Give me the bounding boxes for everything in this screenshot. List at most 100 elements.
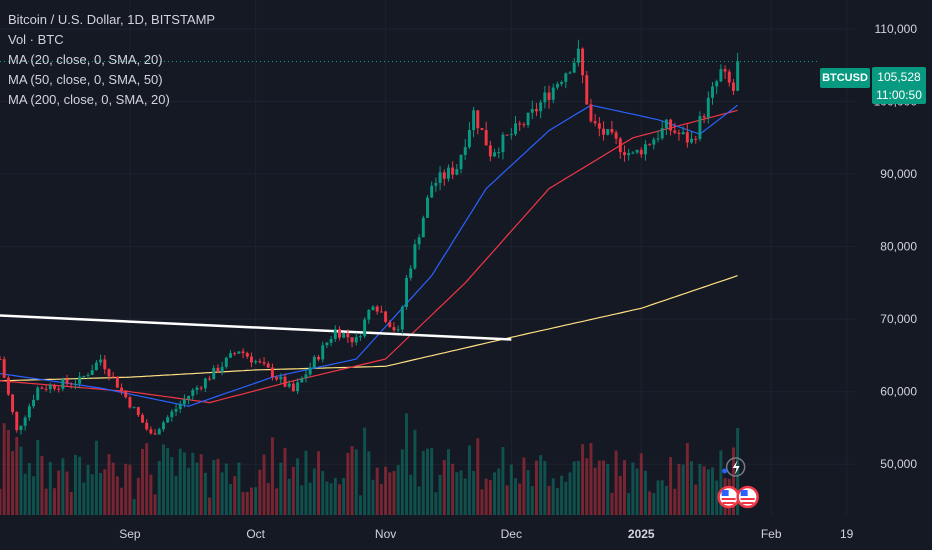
candle-body [233,353,237,355]
volume-bar [153,494,157,515]
candle-body [329,338,333,343]
candle-body [472,110,476,131]
volume-bar [229,484,232,515]
y-tick-label: 80,000 [880,240,917,254]
vol-label[interactable]: Vol · BTC [8,32,64,47]
candle-body [597,123,601,129]
volume-bar [585,458,589,515]
volume-bar [363,427,367,515]
candle-body [493,152,497,157]
candle-body [338,329,341,338]
candle-body [463,147,467,156]
candle-body [254,361,258,363]
ma200-label[interactable]: MA (200, close, 0, SMA, 20) [8,92,170,107]
candle-body [639,149,643,155]
last-price: 105,528 [877,70,921,84]
candle-body [32,399,35,407]
volume-bar [664,485,668,515]
candle-body [78,376,82,384]
volume-bar [283,447,287,515]
chart-title[interactable]: Bitcoin / U.S. Dollar, 1D, BITSTAMP [8,12,216,27]
volume-bar [275,488,279,515]
candle-body [455,169,459,175]
volume-bar [166,448,170,515]
candle-body [216,367,220,372]
volume-bar [304,450,308,515]
volume-bar [258,469,262,515]
candle-body [36,387,40,400]
trendline-path [0,314,512,341]
candle-body [547,92,551,100]
volume-bar [69,492,73,515]
volume-bar [421,450,425,515]
x-tick-label: Nov [375,527,396,541]
volume-bar [375,467,379,515]
candle-body [421,217,425,238]
volume-bar [61,458,65,515]
volume-bar [731,447,735,515]
volume-bar [342,477,346,515]
candle-body [698,116,702,139]
candle-body [174,408,178,412]
us-flag-icon-canton [721,490,729,496]
candle-body [606,129,610,135]
candle-body [560,81,564,84]
candle-body [446,167,450,179]
volume-bar [639,453,643,515]
candle-body [643,144,647,155]
candle-body [212,367,216,380]
candle-body [153,433,157,435]
candle-body [296,382,300,392]
volume-bar [270,437,274,515]
volume-bar [53,488,56,515]
candle-body [673,130,677,133]
volume-bar [602,460,605,515]
candle-body [572,62,576,73]
candle-body [208,378,212,380]
candle-body [535,109,538,112]
volume-bar [57,470,61,515]
candle-body [325,342,329,346]
candle-body [23,417,27,426]
volume-bar [103,469,107,515]
candle-body [120,387,124,391]
event-icons [717,457,759,509]
volume-bar [505,485,509,515]
candle-body [86,374,90,376]
volume-bar [6,429,10,515]
volume-bar [321,471,325,515]
candle-body [543,92,547,103]
volume-bar [279,462,283,515]
candle-body [90,370,94,375]
volume-bar [614,450,618,515]
candle-body [664,119,668,129]
candle-body [15,412,19,431]
volume-bar [338,484,341,515]
candle-body [132,407,136,409]
candle-body [480,128,484,131]
volume-bar [262,454,266,515]
ma20-label[interactable]: MA (20, close, 0, SMA, 20) [8,52,163,67]
volume-bar [568,472,572,515]
candle-body [694,138,698,140]
volume-bar [157,460,161,515]
y-tick-label: 50,000 [880,457,917,471]
volume-bar [141,448,144,515]
candle-body [44,388,48,390]
volume-bar [145,443,149,515]
volume-bar [656,480,660,515]
volume-bar [572,461,576,515]
volume-bar [132,499,136,515]
volume-bar [254,487,258,515]
candle-body [149,429,153,434]
candle-body [614,132,618,139]
ma50-label[interactable]: MA (50, close, 0, SMA, 50) [8,72,163,87]
volume-bar [681,464,685,515]
volume-bar [472,470,476,515]
candle-body [363,319,367,337]
candle-body [618,138,622,153]
candle-body [711,86,714,98]
candle-body [715,81,719,87]
